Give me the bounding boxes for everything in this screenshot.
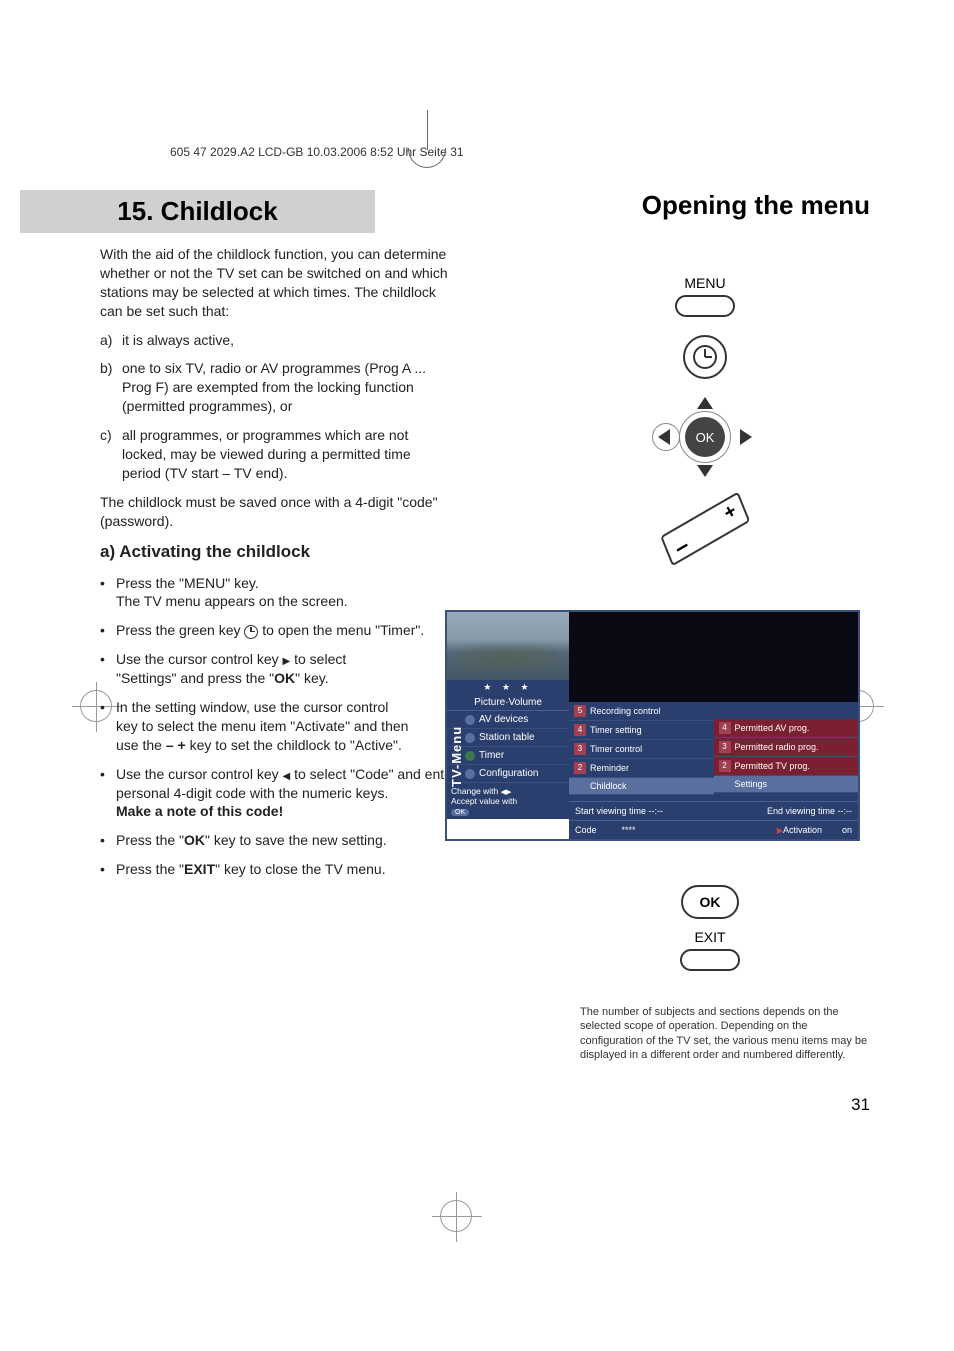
bullet-4: • In the setting window, use the cursor …	[100, 698, 410, 755]
list-item-c: c) all programmes, or programmes which a…	[100, 426, 450, 483]
exit-key-label: EXIT	[680, 929, 740, 945]
section-title-bar: 15. Childlock	[20, 190, 375, 233]
tv-menu-sidebar: TV-Menu AV devices Station table Timer C…	[447, 711, 569, 783]
list-marker: b)	[100, 359, 122, 416]
list-text: it is always active,	[122, 331, 234, 350]
info-row-2: Code **** ▶Activation on	[569, 820, 858, 839]
list-item-a: a) it is always active,	[100, 331, 450, 350]
dpad-icon: OK	[650, 397, 760, 477]
bullet-icon: •	[100, 831, 116, 850]
sidebar-av-devices: AV devices	[447, 711, 569, 729]
intro-paragraph: With the aid of the childlock function, …	[100, 245, 450, 321]
subsection-title: a) Activating the childlock	[100, 541, 450, 564]
page-number: 31	[851, 1095, 870, 1115]
remote-illustration: MENU OK + –	[635, 275, 775, 556]
tv-menu-vertical-label: TV-Menu	[449, 711, 464, 801]
bullet-text: Use the cursor control key to select "Se…	[116, 650, 410, 688]
sidebar-station-table: Station table	[447, 729, 569, 747]
sidebar-timer: Timer	[447, 747, 569, 765]
volume-rocker-icon: + –	[648, 480, 762, 578]
bullet-icon: •	[100, 860, 116, 879]
note-paragraph: The childlock must be saved once with a …	[100, 493, 450, 531]
menu-key-label: MENU	[635, 275, 775, 291]
crop-mark-bottom	[440, 1200, 472, 1232]
list-text: all programmes, or programmes which are …	[122, 426, 450, 483]
stars-row: ★ ★ ★	[447, 680, 569, 695]
bullet-icon: •	[100, 650, 116, 688]
right-heading: Opening the menu	[642, 190, 870, 221]
section-title: 15. Childlock	[34, 196, 361, 227]
ok-exit-illustration: OK EXIT	[680, 885, 740, 989]
bullet-icon: •	[100, 621, 116, 640]
childlock-selected: Childlock	[569, 778, 714, 795]
bullet-text: Use the cursor control key to select "Co…	[116, 765, 495, 822]
info-row-1: Start viewing time --:-- End viewing tim…	[569, 801, 858, 820]
bullet-1: • Press the "MENU" key.The TV menu appea…	[100, 574, 435, 612]
list-marker: c)	[100, 426, 122, 483]
bullet-7: • Press the "EXIT" key to close the TV m…	[100, 860, 495, 879]
bullet-text: In the setting window, use the cursor co…	[116, 698, 410, 755]
sidebar-footer: Change with ◀▶ Accept value with OK	[447, 783, 569, 819]
bullet-2: • Press the green key to open the menu "…	[100, 621, 435, 640]
tv-thumbnail	[447, 612, 569, 680]
menu-button-icon	[675, 295, 735, 317]
list-text: one to six TV, radio or AV programmes (P…	[122, 359, 450, 416]
bullet-text: Press the "MENU" key.The TV menu appears…	[116, 574, 348, 612]
bullet-text: Press the "EXIT" key to close the TV men…	[116, 860, 386, 879]
bullet-icon: •	[100, 698, 116, 755]
menu-col-1: 5Recording control 4Timer setting 3Timer…	[569, 702, 714, 795]
clock-button-icon	[683, 335, 727, 379]
bullet-5: • Use the cursor control key to select "…	[100, 765, 495, 822]
tv-menu-dark-area	[569, 612, 858, 702]
bullet-text: Press the green key to open the menu "Ti…	[116, 621, 424, 640]
dpad-up-icon	[697, 397, 713, 409]
bullet-icon: •	[100, 765, 116, 822]
settings-selected: Settings	[714, 776, 859, 793]
bullet-text: Press the "OK" key to save the new setti…	[116, 831, 387, 850]
clock-icon	[244, 625, 258, 639]
bullet-icon: •	[100, 574, 116, 612]
list-item-b: b) one to six TV, radio or AV programmes…	[100, 359, 450, 416]
exit-button-icon	[680, 949, 740, 971]
tv-menu-screenshot: ★ ★ ★ Picture·Volume TV-Menu AV devices …	[445, 610, 860, 841]
ok-button-icon: OK	[681, 885, 739, 919]
bullet-3: • Use the cursor control key to select "…	[100, 650, 410, 688]
dpad-down-icon	[697, 465, 713, 477]
picture-volume-label: Picture·Volume	[447, 695, 569, 711]
sidebar-configuration: Configuration	[447, 765, 569, 783]
list-marker: a)	[100, 331, 122, 350]
menu-col-2: x 4Permitted AV prog. 3Permitted radio p…	[714, 702, 859, 795]
dpad-ok-icon: OK	[685, 417, 725, 457]
footer-note: The number of subjects and sections depe…	[580, 1005, 870, 1062]
bullet-6: • Press the "OK" key to save the new set…	[100, 831, 495, 850]
dpad-right-icon	[740, 429, 752, 445]
